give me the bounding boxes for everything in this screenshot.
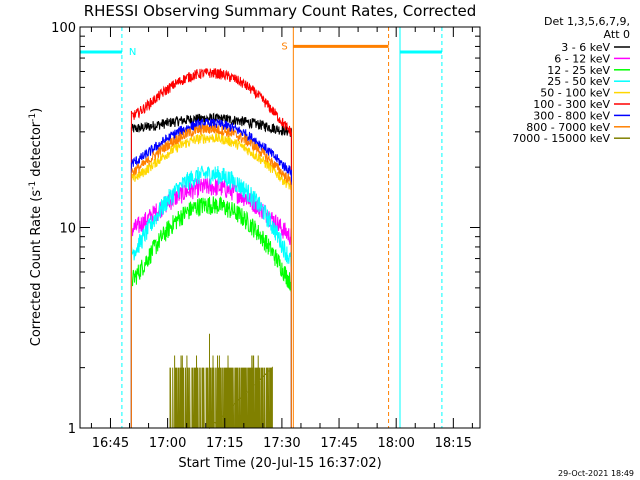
series-line-3 [130, 165, 292, 428]
legend-label-8: 7000 - 15000 keV [512, 132, 610, 145]
y-tick-label: 10 [59, 222, 76, 237]
interval-label-1: S [281, 41, 287, 52]
y-tick-label: 100 [51, 21, 76, 36]
x-tick-label: 17:15 [206, 436, 243, 451]
legend-header-line2: Att 0 [604, 28, 630, 41]
y-axis-label: Corrected Count Rate (s-1 detector-1) [28, 108, 44, 346]
legend-label-4: 50 - 100 keV [540, 87, 610, 100]
legend-label-5: 100 - 300 keV [533, 98, 610, 111]
timestamp: 29-Oct-2021 18:49 [558, 469, 634, 478]
x-axis-label: Start Time (20-Jul-15 16:37:02) [178, 456, 381, 471]
legend-label-0: 3 - 6 keV [561, 41, 610, 54]
legend-label-3: 25 - 50 keV [547, 75, 610, 88]
x-tick-label: 17:30 [263, 436, 300, 451]
series-line-5 [130, 68, 292, 428]
legend-label-7: 800 - 7000 keV [526, 121, 610, 134]
series-line-4 [130, 133, 292, 428]
series-line-8 [169, 333, 273, 430]
y-tick-label: 1 [68, 422, 76, 437]
legend-header-line1: Det 1,3,5,6,7,9, [544, 15, 630, 28]
legend-label-1: 6 - 12 keV [554, 52, 610, 65]
x-tick-label: 18:00 [377, 436, 414, 451]
chart-title: RHESSI Observing Summary Count Rates, Co… [84, 2, 477, 20]
x-tick-label: 17:45 [320, 436, 357, 451]
series-line-7 [130, 124, 292, 428]
series-line-2 [130, 196, 292, 428]
legend-label-2: 12 - 25 keV [547, 64, 610, 77]
x-tick-label: 18:15 [435, 436, 472, 451]
interval-label-0: N [129, 47, 136, 58]
x-tick-label: 16:45 [92, 436, 129, 451]
series-line-6 [130, 118, 292, 428]
legend-label-6: 300 - 800 keV [533, 109, 610, 122]
series-line-0 [130, 112, 292, 428]
x-tick-label: 17:00 [149, 436, 186, 451]
